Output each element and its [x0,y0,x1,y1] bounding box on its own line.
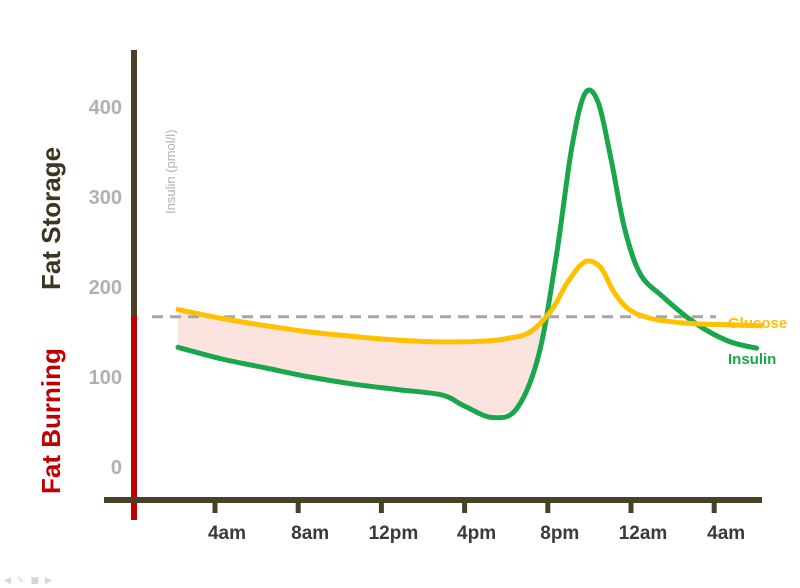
fat-storage-label: Fat Storage [36,147,66,290]
x-axis-tick-labels: 4am 8am 12pm 4pm 8pm 12am 4am [208,523,745,544]
fat-burning-shaded-area [178,292,550,418]
x-tick-label: 12pm [369,523,419,544]
fat-burning-label: Fat Burning [36,348,66,494]
y-tick-label: 400 [89,97,122,119]
x-tick-label: 12am [619,523,668,544]
y-axis-tick-labels: 0 100 200 300 400 [89,97,122,479]
x-tick-label: 8am [291,523,329,544]
x-tick-label: 4pm [457,523,496,544]
x-tick-label: 4am [208,523,246,544]
glucose-legend-label: Glucose [728,315,787,332]
y-axis-title: Insulin (pmol/l) [163,129,178,214]
y-tick-label: 200 [89,277,122,299]
pen-icon[interactable]: ✎ [16,576,25,586]
insulin-line [175,87,760,421]
slide-toolbar: ◀ ✎ ■ ▶ [4,576,52,586]
y-tick-label: 300 [89,187,122,209]
glucose-line [175,258,764,345]
x-tick-label: 8pm [540,523,579,544]
y-tick-label: 0 [111,457,122,479]
x-tick-label: 4am [707,523,745,544]
x-axis-tick-marks [212,500,717,513]
arrow-icon[interactable]: ◀ [4,576,11,586]
y-tick-label: 100 [89,367,122,389]
insulin-legend-label: Insulin [728,351,776,368]
next-icon[interactable]: ▶ [44,576,52,586]
menu-icon[interactable]: ■ [30,576,39,586]
